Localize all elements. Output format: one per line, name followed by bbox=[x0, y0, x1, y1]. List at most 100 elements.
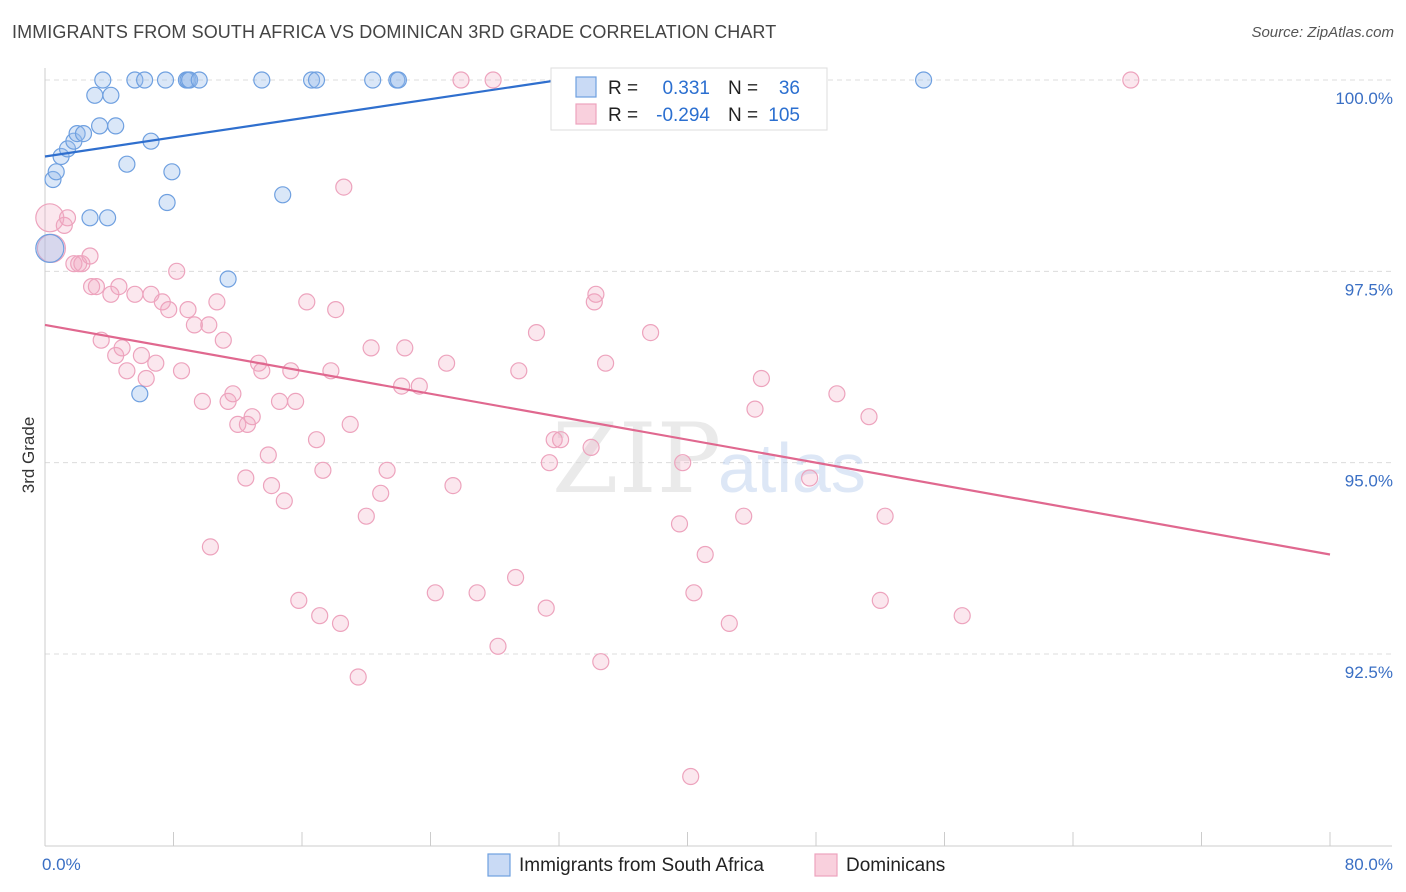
point-dominicans bbox=[506, 568, 525, 587]
point-dominicans bbox=[537, 599, 555, 617]
point-dominicans bbox=[314, 461, 332, 479]
point-dominicans bbox=[307, 431, 326, 449]
stats-legend-swatch-blue bbox=[575, 76, 597, 98]
point-dominicans bbox=[168, 262, 186, 280]
point-dominicans bbox=[193, 392, 211, 410]
point-immigrants-south-africa bbox=[181, 71, 199, 89]
point-immigrants-south-africa bbox=[253, 71, 271, 89]
point-dominicans bbox=[214, 331, 232, 349]
watermark-zip: ZIP bbox=[552, 403, 721, 515]
stats-legend-box bbox=[550, 67, 828, 131]
grid-lines bbox=[45, 79, 1392, 655]
y-tick-label: 92.5% bbox=[1345, 663, 1393, 682]
axes bbox=[44, 68, 1392, 847]
stats-legend: R = 0.331 N = 36 R = -0.294 N = 105 bbox=[550, 67, 828, 131]
point-dominicans bbox=[160, 301, 178, 319]
data-points bbox=[35, 71, 1140, 786]
point-dominicans bbox=[372, 484, 390, 502]
point-dominicans bbox=[860, 408, 878, 426]
point-dominicans bbox=[800, 469, 819, 487]
point-dominicans bbox=[172, 362, 191, 380]
legend-label-dominicans: Dominicans bbox=[846, 855, 945, 876]
point-immigrants-south-africa bbox=[136, 71, 154, 89]
point-dominicans bbox=[444, 477, 462, 495]
point-dominicans bbox=[87, 278, 106, 296]
point-dominicans bbox=[331, 614, 350, 633]
point-dominicans bbox=[110, 278, 128, 296]
point-dominicans bbox=[720, 614, 738, 633]
point-dominicans bbox=[200, 316, 218, 334]
point-dominicans bbox=[270, 392, 289, 410]
point-dominicans bbox=[696, 545, 714, 564]
point-dominicans bbox=[540, 454, 559, 472]
point-immigrants-south-africa bbox=[102, 86, 120, 104]
x-tick-label-max: 80.0% bbox=[1345, 855, 1393, 874]
legend-swatch-dominicans bbox=[814, 853, 838, 877]
y-tick-label: 97.5% bbox=[1345, 280, 1393, 299]
point-dominicans bbox=[674, 454, 692, 472]
point-dominicans bbox=[735, 507, 753, 525]
point-dominicans bbox=[378, 461, 396, 479]
point-dominicans bbox=[147, 354, 165, 372]
watermark: ZIP atlas bbox=[552, 403, 866, 515]
point-dominicans bbox=[953, 607, 971, 625]
point-immigrants-south-africa bbox=[107, 117, 125, 135]
legend-label-immigrants: Immigrants from South Africa bbox=[519, 855, 764, 876]
point-dominicans bbox=[82, 278, 101, 296]
point-immigrants-south-africa bbox=[364, 71, 382, 89]
point-immigrants-south-africa bbox=[219, 270, 237, 288]
point-dominicans bbox=[752, 369, 771, 388]
point-dominicans bbox=[438, 354, 456, 372]
point-dominicans bbox=[262, 477, 281, 495]
point-dominicans bbox=[237, 469, 255, 487]
trend-line-immigrants-south-africa bbox=[44, 78, 560, 158]
point-dominicans bbox=[126, 285, 144, 303]
point-dominicans bbox=[510, 362, 528, 380]
x-tick-labels: 0.0% 80.0% bbox=[42, 855, 1393, 874]
point-immigrants-south-africa bbox=[158, 193, 176, 212]
point-dominicans bbox=[587, 285, 605, 303]
point-immigrants-south-africa bbox=[118, 155, 136, 173]
point-dominicans bbox=[287, 392, 305, 410]
point-immigrants-south-africa bbox=[131, 385, 149, 403]
legend-swatch-immigrants bbox=[487, 853, 511, 877]
point-dominicans bbox=[335, 178, 353, 196]
point-dominicans bbox=[452, 71, 470, 89]
trend-line-dominicans bbox=[44, 323, 1331, 556]
point-dominicans bbox=[275, 492, 293, 510]
stats-n-value-2: 105 bbox=[768, 105, 800, 126]
point-dominicans bbox=[179, 301, 197, 319]
point-dominicans bbox=[670, 515, 689, 533]
stats-n-label-2: N = bbox=[728, 105, 758, 126]
point-immigrants-south-africa bbox=[86, 86, 104, 104]
x-tick-label-min: 0.0% bbox=[42, 855, 81, 874]
point-dominicans bbox=[229, 415, 247, 433]
stats-r-label-1: R = bbox=[608, 78, 638, 99]
point-dominicans bbox=[641, 324, 660, 342]
point-dominicans bbox=[527, 324, 546, 342]
point-dominicans bbox=[58, 209, 77, 227]
point-dominicans bbox=[1122, 71, 1140, 89]
point-dominicans bbox=[393, 377, 411, 395]
point-dominicans bbox=[201, 538, 219, 556]
point-immigrants-south-africa bbox=[303, 71, 321, 89]
bottom-legend: Immigrants from South Africa Dominicans bbox=[487, 853, 945, 877]
source-label: Source: ZipAtlas.com bbox=[1251, 24, 1394, 41]
stats-r-value-1: 0.331 bbox=[662, 78, 710, 99]
point-immigrants-south-africa bbox=[35, 233, 65, 263]
point-dominicans bbox=[489, 637, 507, 655]
point-dominicans bbox=[132, 346, 150, 365]
y-axis-label: 3rd Grade bbox=[19, 417, 38, 494]
stats-n-label-1: N = bbox=[728, 78, 758, 99]
point-immigrants-south-africa bbox=[68, 125, 86, 143]
chart-title: IMMIGRANTS FROM SOUTH AFRICA VS DOMINICA… bbox=[12, 22, 777, 42]
point-dominicans bbox=[349, 668, 367, 686]
point-dominicans bbox=[185, 316, 203, 334]
stats-n-value-1: 36 bbox=[779, 78, 800, 99]
point-immigrants-south-africa bbox=[81, 209, 99, 227]
point-dominicans bbox=[685, 584, 703, 602]
point-immigrants-south-africa bbox=[74, 125, 93, 143]
point-dominicans bbox=[224, 385, 242, 403]
point-dominicans bbox=[682, 767, 700, 786]
